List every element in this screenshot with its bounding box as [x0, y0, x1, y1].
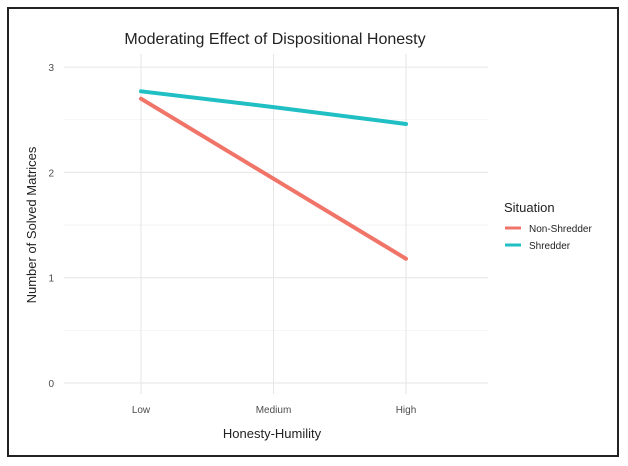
y-tick-label: 0: [48, 379, 54, 390]
x-tick-label: Low: [132, 405, 151, 416]
legend-title: Situation: [504, 200, 555, 215]
legend: Situation Non-Shredder Shredder: [504, 200, 592, 252]
y-tick-label: 1: [48, 274, 54, 285]
x-axis-title: Honesty-Humility: [223, 426, 322, 441]
series-line-shredder: [139, 89, 408, 126]
chart-frame: [7, 7, 619, 457]
series-lines: [139, 89, 408, 261]
legend-label: Non-Shredder: [529, 224, 592, 235]
y-axis-title: Number of Solved Matrices: [24, 146, 39, 303]
y-tick-label: 2: [48, 168, 54, 179]
y-tick-label: 3: [48, 63, 54, 74]
x-tick-labels: Low Medium High: [132, 405, 416, 416]
y-tick-labels: 0 1 2 3: [48, 63, 54, 390]
x-tick-label: High: [396, 405, 417, 416]
legend-label: Shredder: [529, 241, 571, 252]
x-tick-label: Medium: [256, 405, 292, 416]
chart-title: Moderating Effect of Dispositional Hones…: [124, 31, 425, 48]
grid-lines: [64, 54, 488, 394]
series-line-non-shredder: [139, 96, 408, 261]
